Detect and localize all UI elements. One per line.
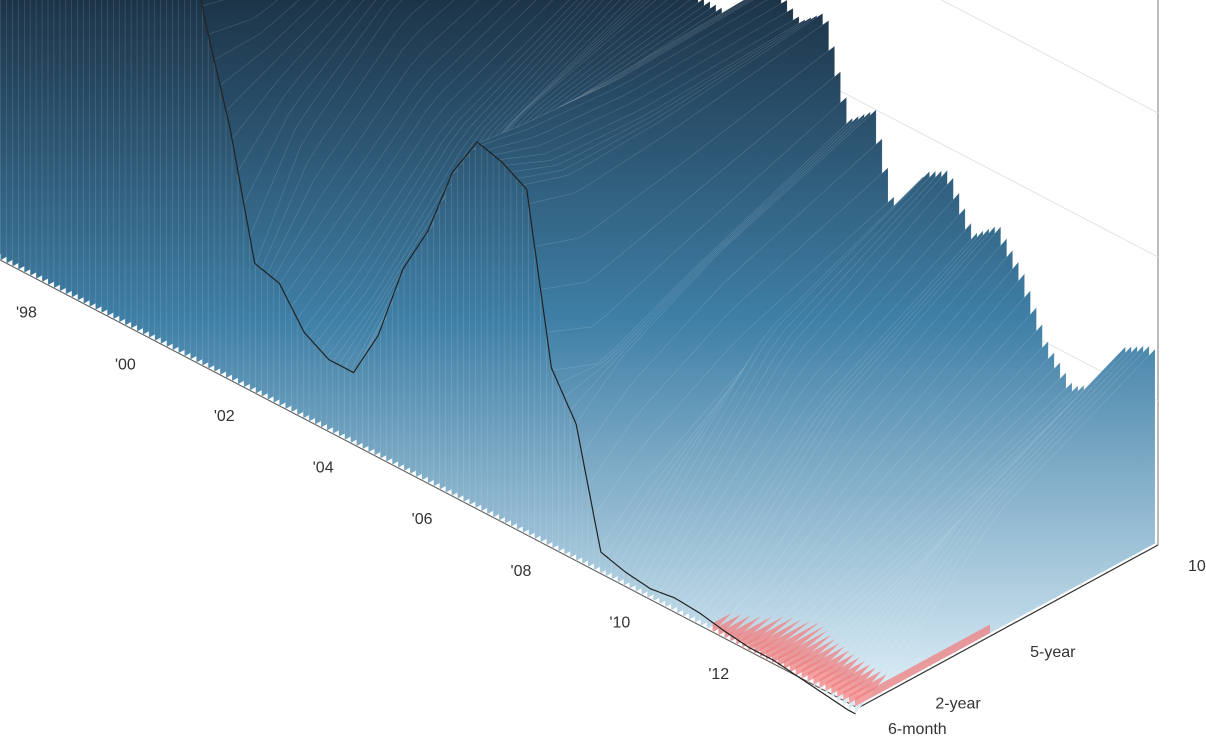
surface-slice <box>718 261 1019 636</box>
surface-slice <box>730 289 1031 642</box>
time-tick-label: '04 <box>313 460 334 477</box>
time-tick-labels: '98 '00 '02 '04 '06 '08 '10 '12 <box>16 305 729 684</box>
negative-yield-band <box>855 624 990 707</box>
surface-slice <box>724 272 1025 639</box>
axis-maturity-line <box>857 544 1159 709</box>
surface-slices <box>0 0 1156 715</box>
short-rate-line <box>200 0 856 715</box>
maturity-tick-label: 10-year <box>1188 558 1206 575</box>
time-tick-label: '02 <box>214 408 235 425</box>
back-wall-gridline <box>940 0 1159 114</box>
surface-slice <box>854 348 1156 715</box>
time-tick-label: '12 <box>708 666 729 683</box>
maturity-tick-label: 2-year <box>935 695 981 712</box>
surface-slice <box>712 249 1013 633</box>
time-tick-label: '10 <box>609 615 630 632</box>
maturity-tick-labels: 6-month 2-year 5-year 10-year <box>888 558 1206 738</box>
short-rate-line-group <box>200 0 856 715</box>
time-tick-label: '06 <box>412 511 433 528</box>
time-tick-label: '98 <box>16 305 37 322</box>
axis-time-line <box>0 259 859 709</box>
time-tick-label: '00 <box>115 356 136 373</box>
surface-slice <box>736 306 1037 646</box>
maturity-tick-label: 6-month <box>888 721 947 738</box>
maturity-tick-label: 5-year <box>1030 644 1076 661</box>
time-tick-label: '08 <box>511 563 532 580</box>
